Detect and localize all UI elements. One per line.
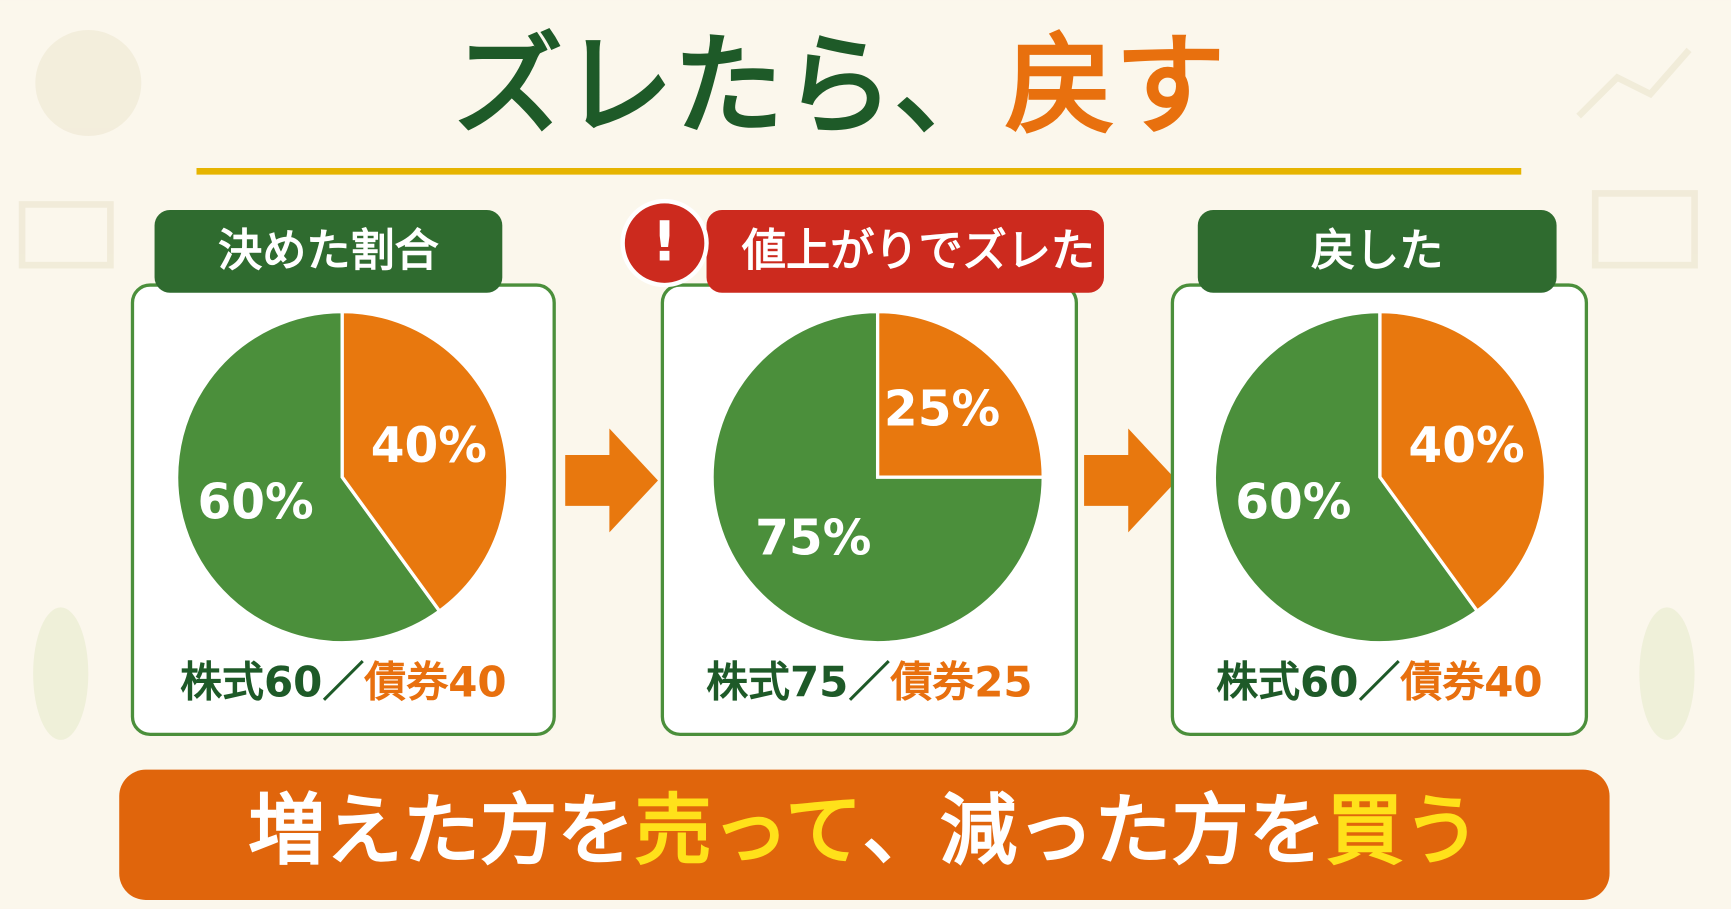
separator: ／ xyxy=(848,657,890,706)
slice-label: 25% xyxy=(884,382,1000,438)
separator: ／ xyxy=(1358,657,1400,706)
slice-label: 60% xyxy=(1235,474,1351,530)
headline-part: 戻す xyxy=(1005,23,1226,151)
category-name: 株式 xyxy=(180,657,264,706)
category-name: 株式 xyxy=(706,657,790,706)
slice-label: 40% xyxy=(371,418,487,474)
separator: ／ xyxy=(322,657,364,706)
panel-tab xyxy=(154,209,503,293)
category-value: 40 xyxy=(448,657,506,706)
category-value: 25 xyxy=(974,657,1032,706)
caption: 株式60／債券40 xyxy=(180,657,506,706)
category-name: 債券 xyxy=(1399,657,1485,706)
banner xyxy=(119,769,1610,900)
category-value: 60 xyxy=(264,657,322,706)
headline-part: ズレたら、 xyxy=(453,23,1005,151)
headline: ズレたら、戻す xyxy=(453,23,1226,151)
banner-part: 、減った方を xyxy=(862,786,1326,876)
category-value: 75 xyxy=(790,657,848,706)
arrow xyxy=(565,428,658,533)
category-name: 株式 xyxy=(1216,657,1300,706)
category-name: 債券 xyxy=(889,657,975,706)
category-value: 60 xyxy=(1300,657,1358,706)
banner-text: 増えた方を売って、減った方を買う xyxy=(248,786,1480,876)
banner-part: 売って xyxy=(635,786,863,876)
pie-slice xyxy=(1212,309,1480,645)
panel-title: 値上がりでズレた xyxy=(741,226,1095,277)
pie-slice xyxy=(875,309,1045,479)
pie-slice xyxy=(175,309,442,645)
category-name: 債券 xyxy=(363,657,449,706)
slice-label: 60% xyxy=(197,474,313,530)
panel-tab xyxy=(706,209,1104,293)
panel-tab xyxy=(1197,209,1557,293)
alert-mark: ! xyxy=(652,210,677,274)
slice-label: 75% xyxy=(755,511,871,567)
alert-badge xyxy=(620,198,709,288)
arrow xyxy=(1084,428,1177,533)
decorations xyxy=(18,30,1698,740)
slice-label: 40% xyxy=(1408,418,1524,474)
pie-slice xyxy=(340,309,510,614)
panel-title: 決めた割合 xyxy=(218,226,440,277)
pie-slice xyxy=(710,309,1045,645)
caption: 株式75／債券25 xyxy=(706,657,1032,706)
panel-title: 戻した xyxy=(1311,226,1443,277)
banner-part: 増えた方を xyxy=(248,786,634,876)
banner-part: 買う xyxy=(1326,786,1481,876)
caption: 株式60／債券40 xyxy=(1216,657,1542,706)
pie-slice xyxy=(1378,309,1548,614)
category-value: 40 xyxy=(1484,657,1542,706)
